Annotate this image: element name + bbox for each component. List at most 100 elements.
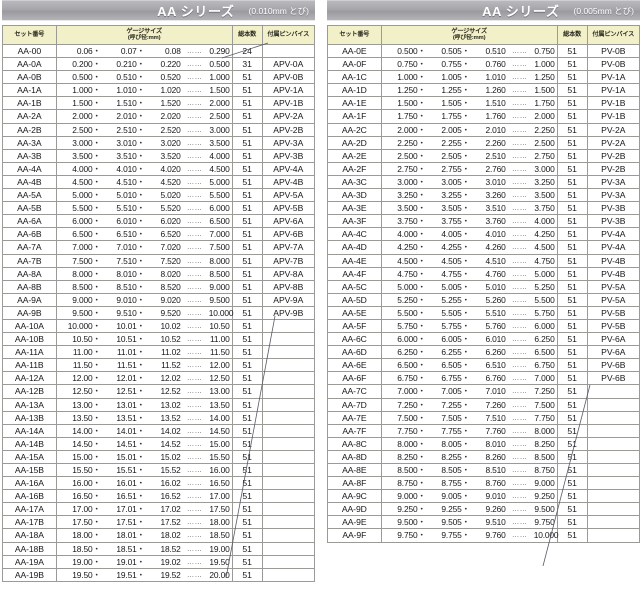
table-row[interactable]: AA-7D 7.250 ・ 7.255 ・ 7.260…… 7.500 51 xyxy=(327,397,640,412)
cell-pin-vise: PV-3A xyxy=(586,174,640,190)
size-ellipsis: …… xyxy=(186,451,203,461)
table-row[interactable]: AA-18A 18.00 ・ 18.01 ・ 18.02…… 18.50 51 xyxy=(2,528,316,543)
table-row[interactable]: AA-1E 1.500 ・ 1.505 ・ 1.510…… 1.750 51 PV-1B xyxy=(327,96,640,111)
table-row[interactable]: AA-4B 4.500 ・ 4.510 ・ 4.520…… 5.000 51 APV-4B xyxy=(2,174,316,190)
table-row[interactable]: AA-19B 19.50 ・ 19.51 ・ 19.52…… 20.00 51 xyxy=(2,567,316,582)
table-row[interactable]: AA-16B 16.50 ・ 16.51 ・ 16.52…… 17.00 51 xyxy=(2,489,316,504)
table-row[interactable]: AA-2A 2.000 ・ 2.010 ・ 2.020…… 2.500 51 APV-2A xyxy=(2,109,316,124)
table-row[interactable]: AA-11B 11.50 ・ 11.51 ・ 11.52…… 12.00 51 xyxy=(2,358,316,373)
cell-pin-vise xyxy=(261,43,316,59)
table-row[interactable]: AA-4C 4.000 ・ 4.005 ・ 4.010…… 4.250 51 PV-4A xyxy=(327,227,640,242)
table-row[interactable]: AA-4D 4.250 ・ 4.255 ・ 4.260…… 4.500 51 PV-4A xyxy=(327,240,640,255)
table-row[interactable]: AA-8E 8.500 ・ 8.505 ・ 8.510…… 8.750 51 xyxy=(327,462,640,478)
table-row[interactable]: AA-13B 13.50 ・ 13.51 ・ 13.52…… 14.00 51 xyxy=(2,410,316,425)
table-row[interactable]: AA-3B 3.500 ・ 3.510 ・ 3.520…… 4.000 51 APV-3B xyxy=(2,148,316,163)
table-row[interactable]: AA-9E 9.500 ・ 9.505 ・ 9.510…… 9.750 51 xyxy=(327,515,640,530)
cell-gauge-size: 3.750 ・ 3.755 ・ 3.760…… 4.000 xyxy=(380,214,558,229)
cell-total-count: 51 xyxy=(556,109,588,124)
table-row[interactable]: AA-2B 2.500 ・ 2.510 ・ 2.520…… 3.000 51 APV-2B xyxy=(2,122,316,137)
table-row[interactable]: AA-0B 0.500 ・ 0.510 ・ 0.520…… 1.000 51 APV-0B xyxy=(2,70,316,85)
table-row[interactable]: AA-00 0.06 ・ 0.07 ・ 0.08…… 0.290 24 xyxy=(2,43,316,59)
table-row[interactable]: AA-0A 0.200 ・ 0.210 ・ 0.220…… 0.500 31 APV-0A xyxy=(2,57,316,72)
size-value-1: 2.500 xyxy=(397,150,418,161)
table-row[interactable]: AA-6D 6.250 ・ 6.255 ・ 6.260…… 6.500 51 PV-6A xyxy=(327,345,640,360)
cell-set-number: AA-2F xyxy=(327,161,382,176)
table-row[interactable]: AA-8B 8.500 ・ 8.510 ・ 8.520…… 9.000 51 APV-8B xyxy=(2,279,316,294)
cell-gauge-size: 0.500 ・ 0.510 ・ 0.520…… 1.000 xyxy=(55,70,233,85)
table-row[interactable]: AA-6E 6.500 ・ 6.505 ・ 6.510…… 6.750 51 PV-6B xyxy=(327,358,640,373)
table-row[interactable]: AA-6A 6.000 ・ 6.010 ・ 6.020…… 6.500 51 APV-6A xyxy=(2,214,316,229)
table-row[interactable]: AA-1B 1.500 ・ 1.510 ・ 1.520…… 2.000 51 APV-1B xyxy=(2,96,316,111)
table-row[interactable]: AA-14A 14.00 ・ 14.01 ・ 14.02…… 14.50 51 xyxy=(2,423,316,438)
cell-gauge-size: 16.00 ・ 16.01 ・ 16.02…… 16.50 xyxy=(55,476,233,491)
table-row[interactable]: AA-17B 17.50 ・ 17.51 ・ 17.52…… 18.00 51 xyxy=(2,515,316,530)
table-row[interactable]: AA-2D 2.250 ・ 2.255 ・ 2.260…… 2.500 51 PV-2A xyxy=(327,135,640,150)
table-row[interactable]: AA-7E 7.500 ・ 7.505 ・ 7.510…… 7.750 51 xyxy=(327,410,640,425)
cell-gauge-size: 6.750 ・ 6.755 ・ 6.760…… 7.000 xyxy=(380,371,558,386)
table-row[interactable]: AA-0E 0.500 ・ 0.505 ・ 0.510…… 0.750 51 PV-0B xyxy=(327,43,640,59)
table-row[interactable]: AA-1C 1.000 ・ 1.005 ・ 1.010…… 1.250 51 PV-1A xyxy=(327,70,640,85)
table-row[interactable]: AA-7F 7.750 ・ 7.755 ・ 7.760…… 8.000 51 xyxy=(327,423,640,438)
table-row[interactable]: AA-5C 5.000 ・ 5.005 ・ 5.010…… 5.250 51 PV-5A xyxy=(327,279,640,294)
table-row[interactable]: AA-4A 4.000 ・ 4.010 ・ 4.020…… 4.500 51 APV-4A xyxy=(2,161,316,176)
table-row[interactable]: AA-2E 2.500 ・ 2.505 ・ 2.510…… 2.750 51 PV-2B xyxy=(327,148,640,163)
table-row[interactable]: AA-1D 1.250 ・ 1.255 ・ 1.260…… 1.500 51 PV-1A xyxy=(327,83,640,98)
table-row[interactable]: AA-7C 7.000 ・ 7.005 ・ 7.010…… 7.250 51 xyxy=(327,384,640,399)
table-row[interactable]: AA-6B 6.500 ・ 6.510 ・ 6.520…… 7.000 51 APV-6B xyxy=(2,227,316,242)
table-row[interactable]: AA-5B 5.500 ・ 5.510 ・ 5.520…… 6.000 51 APV-5B xyxy=(2,201,316,216)
table-row[interactable]: AA-9B 9.500 ・ 9.510 ・ 9.520…… 10.000 51 APV-9B xyxy=(2,305,316,320)
table-row[interactable]: AA-2C 2.000 ・ 2.005 ・ 2.010…… 2.250 51 PV-2A xyxy=(327,122,640,137)
table-row[interactable]: AA-14B 14.50 ・ 14.51 ・ 14.52…… 15.00 51 xyxy=(2,436,316,451)
table-row[interactable]: AA-10A 10.000 ・ 10.01 ・ 10.02…… 10.50 51 xyxy=(2,318,316,334)
table-row[interactable]: AA-9D 9.250 ・ 9.255 ・ 9.260…… 9.500 51 xyxy=(327,502,640,517)
cell-total-count: 51 xyxy=(231,266,263,281)
table-row[interactable]: AA-12B 12.50 ・ 12.51 ・ 12.52…… 13.00 51 xyxy=(2,384,316,399)
size-dot: ・ xyxy=(417,294,426,305)
table-row[interactable]: AA-17A 17.00 ・ 17.01 ・ 17.02…… 17.50 51 xyxy=(2,502,316,517)
size-ellipsis: …… xyxy=(186,268,203,278)
table-row[interactable]: AA-3F 3.750 ・ 3.755 ・ 3.760…… 4.000 51 PV-3B xyxy=(327,214,640,229)
table-row[interactable]: AA-1F 1.750 ・ 1.755 ・ 1.760…… 2.000 51 PV-1B xyxy=(327,109,640,124)
table-row[interactable]: AA-2F 2.750 ・ 2.755 ・ 2.760…… 3.000 51 PV-2B xyxy=(327,161,640,176)
table-row[interactable]: AA-3C 3.000 ・ 3.005 ・ 3.010…… 3.250 51 PV-3A xyxy=(327,174,640,190)
cell-total-count: 51 xyxy=(231,96,263,111)
table-row[interactable]: AA-7A 7.000 ・ 7.010 ・ 7.020…… 7.500 51 APV-7A xyxy=(2,240,316,255)
table-row[interactable]: AA-8A 8.000 ・ 8.010 ・ 8.020…… 8.500 51 APV-8A xyxy=(2,266,316,281)
table-row[interactable]: AA-6C 6.000 ・ 6.005 ・ 6.010…… 6.250 51 PV-6A xyxy=(327,332,640,347)
table-row[interactable]: AA-5A 5.000 ・ 5.010 ・ 5.020…… 5.500 51 APV-5A xyxy=(2,188,316,203)
table-row[interactable]: AA-10B 10.50 ・ 10.51 ・ 10.52…… 11.00 51 xyxy=(2,332,316,347)
table-row[interactable]: AA-3D 3.250 ・ 3.255 ・ 3.260…… 3.500 51 PV-3A xyxy=(327,188,640,203)
table-row[interactable]: AA-12A 12.00 ・ 12.01 ・ 12.02…… 12.50 51 xyxy=(2,371,316,386)
table-row[interactable]: AA-11A 11.00 ・ 11.01 ・ 11.02…… 11.50 51 xyxy=(2,345,316,360)
table-row[interactable]: AA-9C 9.000 ・ 9.005 ・ 9.010…… 9.250 51 xyxy=(327,489,640,504)
table-row[interactable]: AA-7B 7.500 ・ 7.510 ・ 7.520…… 8.000 51 APV-7B xyxy=(2,253,316,268)
table-row[interactable]: AA-19A 19.00 ・ 19.01 ・ 19.02…… 19.50 51 xyxy=(2,554,316,569)
table-row[interactable]: AA-8C 8.000 ・ 8.005 ・ 8.010…… 8.250 51 xyxy=(327,436,640,451)
table-row[interactable]: AA-4F 4.750 ・ 4.755 ・ 4.760…… 5.000 51 PV-4B xyxy=(327,266,640,281)
table-row[interactable]: AA-0F 0.750 ・ 0.755 ・ 0.760…… 1.000 51 PV-0B xyxy=(327,57,640,72)
table-row[interactable]: AA-3A 3.000 ・ 3.010 ・ 3.020…… 3.500 51 APV-3A xyxy=(2,135,316,150)
size-ellipsis: …… xyxy=(186,347,203,357)
table-row[interactable]: AA-1A 1.000 ・ 1.010 ・ 1.020…… 1.500 51 APV-1A xyxy=(2,83,316,98)
table-row[interactable]: AA-6F 6.750 ・ 6.755 ・ 6.760…… 7.000 51 PV-6B xyxy=(327,371,640,386)
table-row[interactable]: AA-18B 18.50 ・ 18.51 ・ 18.52…… 19.00 51 xyxy=(2,541,316,556)
table-row[interactable]: AA-5D 5.250 ・ 5.255 ・ 5.260…… 5.500 51 PV-5A xyxy=(327,292,640,307)
cell-gauge-size: 7.500 ・ 7.505 ・ 7.510…… 7.750 xyxy=(380,410,558,425)
table-row[interactable]: AA-9F 9.750 ・ 9.755 ・ 9.760…… 10.000 51 xyxy=(327,528,640,543)
table-row[interactable]: AA-4E 4.500 ・ 4.505 ・ 4.510…… 4.750 51 PV-4B xyxy=(327,253,640,268)
table-row[interactable]: AA-15B 15.50 ・ 15.51 ・ 15.52…… 16.00 51 xyxy=(2,462,316,478)
table-row[interactable]: AA-8F 8.750 ・ 8.755 ・ 8.760…… 9.000 51 xyxy=(327,476,640,491)
table-row[interactable]: AA-16A 16.00 ・ 16.01 ・ 16.02…… 16.50 51 xyxy=(2,476,316,491)
table-row[interactable]: AA-13A 13.00 ・ 13.01 ・ 13.02…… 13.50 51 xyxy=(2,397,316,412)
size-value-2: 4.755 xyxy=(441,268,462,279)
table-row[interactable]: AA-15A 15.00 ・ 15.01 ・ 15.02…… 15.50 51 xyxy=(2,449,316,465)
table-row[interactable]: AA-8D 8.250 ・ 8.255 ・ 8.260…… 8.500 51 xyxy=(327,449,640,465)
table-row[interactable]: AA-9A 9.000 ・ 9.010 ・ 9.020…… 9.500 51 APV-9A xyxy=(2,292,316,307)
table-row[interactable]: AA-5E 5.500 ・ 5.505 ・ 5.510…… 5.750 51 PV-5B xyxy=(327,305,640,320)
size-value-1: 15.00 xyxy=(72,451,93,462)
size-dot: ・ xyxy=(92,347,101,358)
table-row[interactable]: AA-3E 3.500 ・ 3.505 ・ 3.510…… 3.750 51 PV-3B xyxy=(327,201,640,216)
table-row[interactable]: AA-5F 5.750 ・ 5.755 ・ 5.760…… 6.000 51 PV-5B xyxy=(327,318,640,334)
cell-pin-vise: PV-0B xyxy=(586,43,640,59)
cell-total-count: 51 xyxy=(231,462,263,478)
